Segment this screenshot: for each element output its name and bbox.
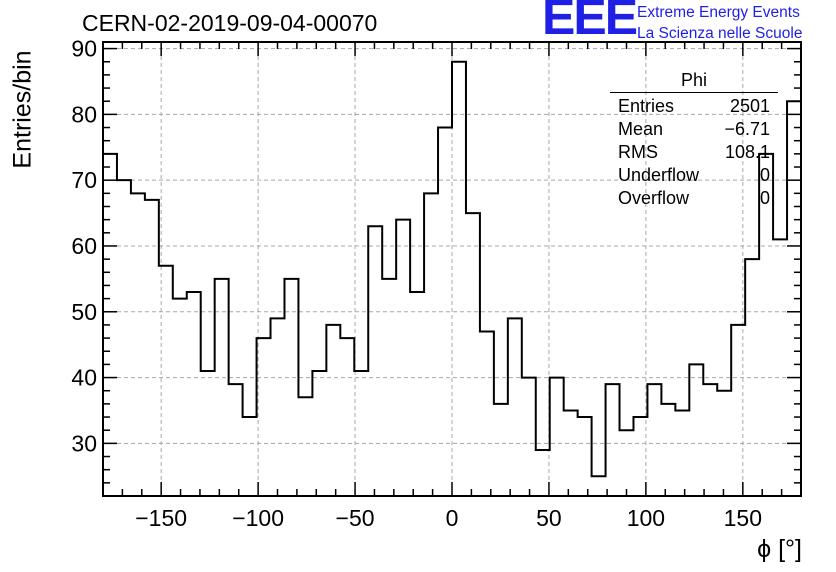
run-title: CERN-02-2019-09-04-00070 [82,10,378,36]
x-tick-label: 50 [536,505,562,531]
stats-row: Overflow 0 [610,188,778,211]
y-tick-label: 50 [71,299,97,325]
stats-key: RMS [618,142,658,162]
x-tick-labels: −150 −100 −50 0 50 100 150 [135,505,762,531]
y-tick-labels: 30 40 50 60 70 80 90 [71,36,97,457]
stats-row: Underflow 0 [610,165,778,188]
y-axis-label: Entries/bin [8,50,37,169]
stats-key: Entries [618,96,675,116]
x-tick-label: −150 [135,505,187,531]
axis-ticks [102,42,802,497]
logo-line-2: La Scienza nelle Scuole [637,25,803,42]
logo-line-1: Extreme Energy Events [637,4,800,21]
stats-row: Entries 2501 [610,96,778,119]
stats-value: 108.1 [724,142,770,162]
stats-box: Phi Entries 2501 Mean −6.71 RMS 108.1 Un… [610,70,778,211]
stats-row: RMS 108.1 [610,142,778,165]
y-tick-label: 70 [71,167,97,193]
x-tick-label: 100 [627,505,665,531]
stats-value: −6.71 [724,119,770,139]
stats-key: Mean [618,119,664,139]
histogram-step-line [103,60,801,478]
stats-value: 0 [759,188,770,208]
stats-key: Overflow [618,188,690,208]
x-tick-label: 0 [446,505,459,531]
stats-value: 2501 [729,96,770,116]
stats-key: Underflow [618,165,700,185]
stats-divider [610,92,778,93]
y-tick-label: 30 [71,430,97,456]
stats-value: 0 [759,165,770,185]
y-tick-label: 80 [71,101,97,127]
x-axis-label: ϕ [°] [757,535,802,563]
eee-logo: EEE [542,0,638,45]
x-tick-label: 150 [724,505,762,531]
stats-row: Mean −6.71 [610,119,778,142]
stats-title: Phi [680,70,707,90]
x-tick-label: −50 [336,505,375,531]
y-tick-label: 90 [71,36,97,62]
x-tick-label: −100 [232,505,284,531]
y-tick-label: 40 [71,365,97,391]
y-tick-label: 60 [71,233,97,259]
